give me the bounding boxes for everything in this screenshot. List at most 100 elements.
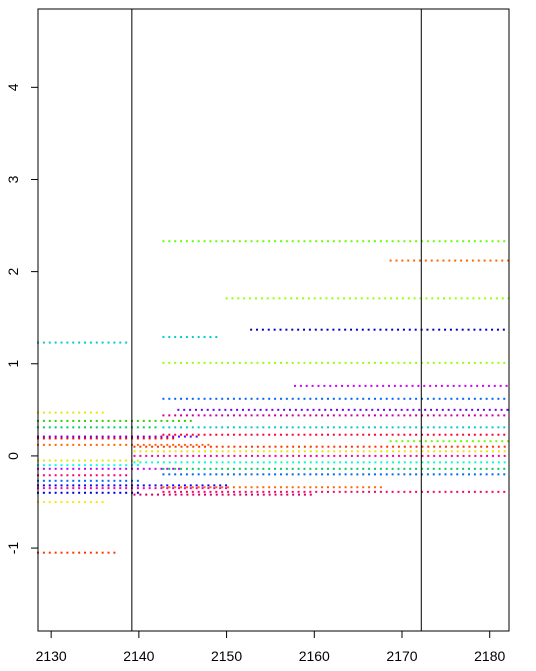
data-point	[450, 426, 453, 429]
data-point	[356, 490, 359, 493]
data-point	[343, 297, 346, 300]
data-point	[42, 459, 45, 462]
data-point	[48, 443, 51, 446]
data-point	[101, 459, 104, 462]
data-point	[125, 437, 128, 440]
data-point	[268, 361, 271, 364]
data-point	[221, 461, 224, 464]
y-tick-label: -1	[5, 542, 21, 555]
data-point	[125, 487, 128, 490]
data-point	[238, 397, 241, 400]
data-point	[60, 411, 63, 414]
data-point	[350, 433, 353, 436]
data-point	[491, 361, 494, 364]
data-point	[243, 297, 246, 300]
data-point	[415, 490, 418, 493]
data-point	[407, 440, 410, 443]
data-point	[180, 426, 183, 429]
data-point	[227, 445, 230, 448]
data-point	[42, 419, 45, 422]
data-point	[284, 297, 287, 300]
data-point	[72, 341, 75, 344]
data-point	[333, 450, 336, 453]
data-point	[338, 328, 341, 331]
data-point	[54, 551, 57, 554]
data-point	[197, 467, 200, 470]
data-point	[151, 461, 154, 464]
data-point	[148, 467, 151, 470]
data-point	[333, 445, 336, 448]
data-point	[274, 426, 277, 429]
data-point	[430, 440, 433, 443]
data-point	[503, 397, 506, 400]
data-point	[206, 408, 209, 411]
data-point	[78, 484, 81, 487]
data-point	[373, 467, 376, 470]
data-point	[191, 397, 194, 400]
data-point	[174, 433, 177, 436]
data-point	[456, 397, 459, 400]
data-point	[209, 486, 212, 489]
data-point	[162, 336, 165, 339]
data-point	[72, 437, 75, 440]
data-point	[497, 414, 500, 417]
data-point	[433, 450, 436, 453]
data-point	[303, 426, 306, 429]
data-point	[491, 240, 494, 243]
series-25	[177, 408, 509, 411]
data-point	[462, 240, 465, 243]
data-point	[384, 297, 387, 300]
data-point	[54, 487, 57, 490]
data-point	[379, 486, 382, 489]
data-point	[495, 297, 498, 300]
data-point	[136, 437, 139, 440]
data-point	[280, 445, 283, 448]
data-point	[154, 467, 157, 470]
data-point	[232, 414, 235, 417]
data-point	[239, 461, 242, 464]
data-point	[42, 411, 45, 414]
data-point	[195, 435, 198, 438]
data-point	[415, 450, 418, 453]
data-point	[303, 240, 306, 243]
series-33	[133, 461, 506, 464]
data-point	[215, 361, 218, 364]
data-point	[362, 361, 365, 364]
data-point	[268, 493, 271, 496]
data-point	[268, 473, 271, 476]
data-point	[444, 414, 447, 417]
data-point	[303, 450, 306, 453]
data-point	[491, 397, 494, 400]
data-point	[450, 433, 453, 436]
data-point	[191, 336, 194, 339]
data-point	[400, 408, 403, 411]
data-point	[468, 426, 470, 429]
data-point	[424, 259, 427, 262]
data-point	[385, 490, 388, 493]
data-point	[409, 490, 412, 493]
data-point	[162, 467, 165, 470]
data-point	[89, 467, 92, 470]
data-point	[227, 490, 230, 493]
data-point	[151, 445, 154, 448]
data-point	[460, 259, 463, 262]
data-point	[119, 437, 122, 440]
data-point	[401, 259, 404, 262]
data-point	[491, 461, 494, 464]
data-point	[321, 454, 324, 457]
data-point	[244, 397, 247, 400]
data-point	[420, 414, 423, 417]
data-point	[215, 426, 218, 429]
data-point	[286, 493, 289, 496]
data-point	[274, 450, 277, 453]
data-point	[315, 473, 318, 476]
data-point	[232, 486, 235, 489]
data-point	[425, 297, 428, 300]
data-point	[162, 486, 165, 489]
data-point	[42, 467, 45, 470]
data-point	[303, 490, 306, 493]
data-point	[221, 445, 224, 448]
data-point	[95, 500, 98, 503]
data-point	[368, 450, 371, 453]
data-point	[336, 408, 338, 411]
